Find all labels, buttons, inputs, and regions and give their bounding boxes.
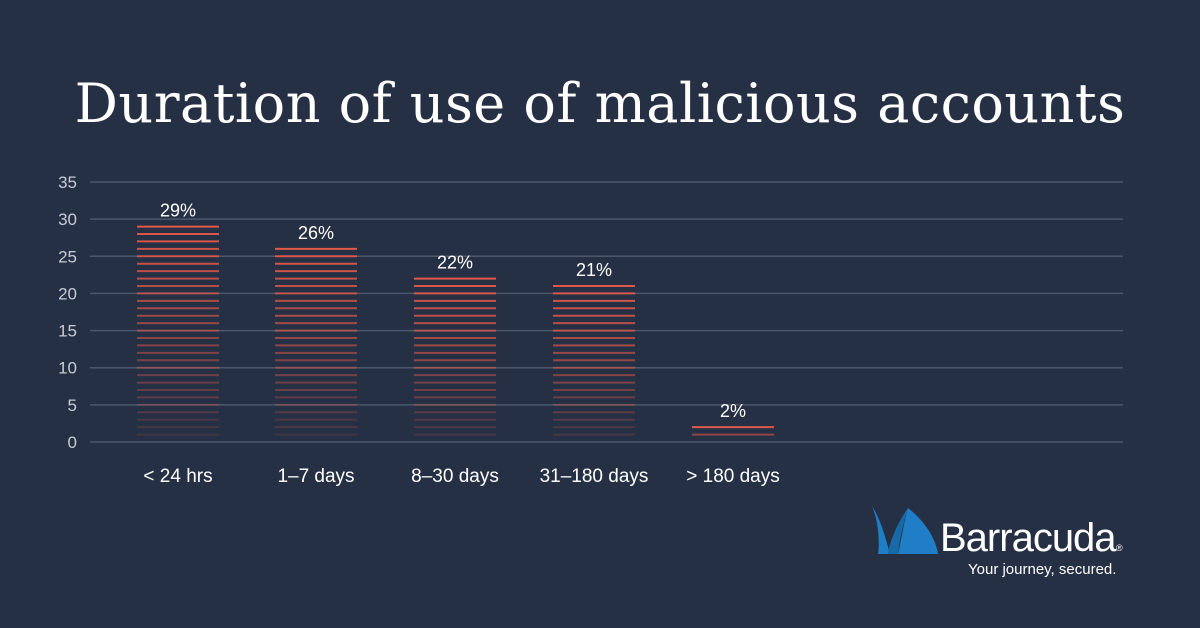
bar (692, 426, 774, 436)
bar-value-label: 26% (298, 223, 334, 243)
y-axis-ticks: 0 5 10 15 20 25 30 35 (58, 173, 77, 452)
shark-fin-icon (872, 506, 938, 554)
bar-value-label: 21% (576, 260, 612, 280)
barracuda-logo: Barracuda ® Your journey, secured. (868, 506, 1138, 586)
registered-mark: ® (1116, 543, 1123, 553)
chart-title: Duration of use of malicious accounts (74, 72, 1126, 135)
bar (414, 277, 496, 436)
bar (275, 247, 357, 436)
x-tick-label: > 180 days (686, 466, 780, 487)
brand-name: Barracuda (940, 516, 1117, 560)
bar-value-label: 22% (437, 253, 473, 273)
bar-value-label: 2% (720, 401, 746, 421)
brand-tagline: Your journey, secured. (968, 561, 1117, 578)
bar-value-label: 29% (160, 201, 196, 221)
x-tick-label: 1–7 days (277, 466, 354, 487)
bar (137, 225, 219, 436)
data-labels: 29% 26% 22% 21% 2% (160, 201, 746, 422)
bar (553, 285, 635, 436)
x-axis-ticks: < 24 hrs 1–7 days 8–30 days 31–180 days > 18… (143, 466, 779, 487)
y-tick-label: 10 (58, 359, 77, 378)
y-tick-label: 30 (58, 210, 77, 229)
x-tick-label: < 24 hrs (143, 466, 212, 487)
y-tick-label: 35 (58, 173, 77, 192)
y-tick-label: 0 (68, 433, 77, 452)
x-tick-label: 8–30 days (411, 466, 499, 487)
y-tick-label: 15 (58, 322, 77, 341)
y-tick-label: 20 (58, 284, 77, 303)
y-tick-label: 5 (68, 396, 77, 415)
x-tick-label: 31–180 days (540, 466, 649, 487)
y-tick-label: 25 (58, 247, 77, 266)
bars (137, 225, 774, 436)
